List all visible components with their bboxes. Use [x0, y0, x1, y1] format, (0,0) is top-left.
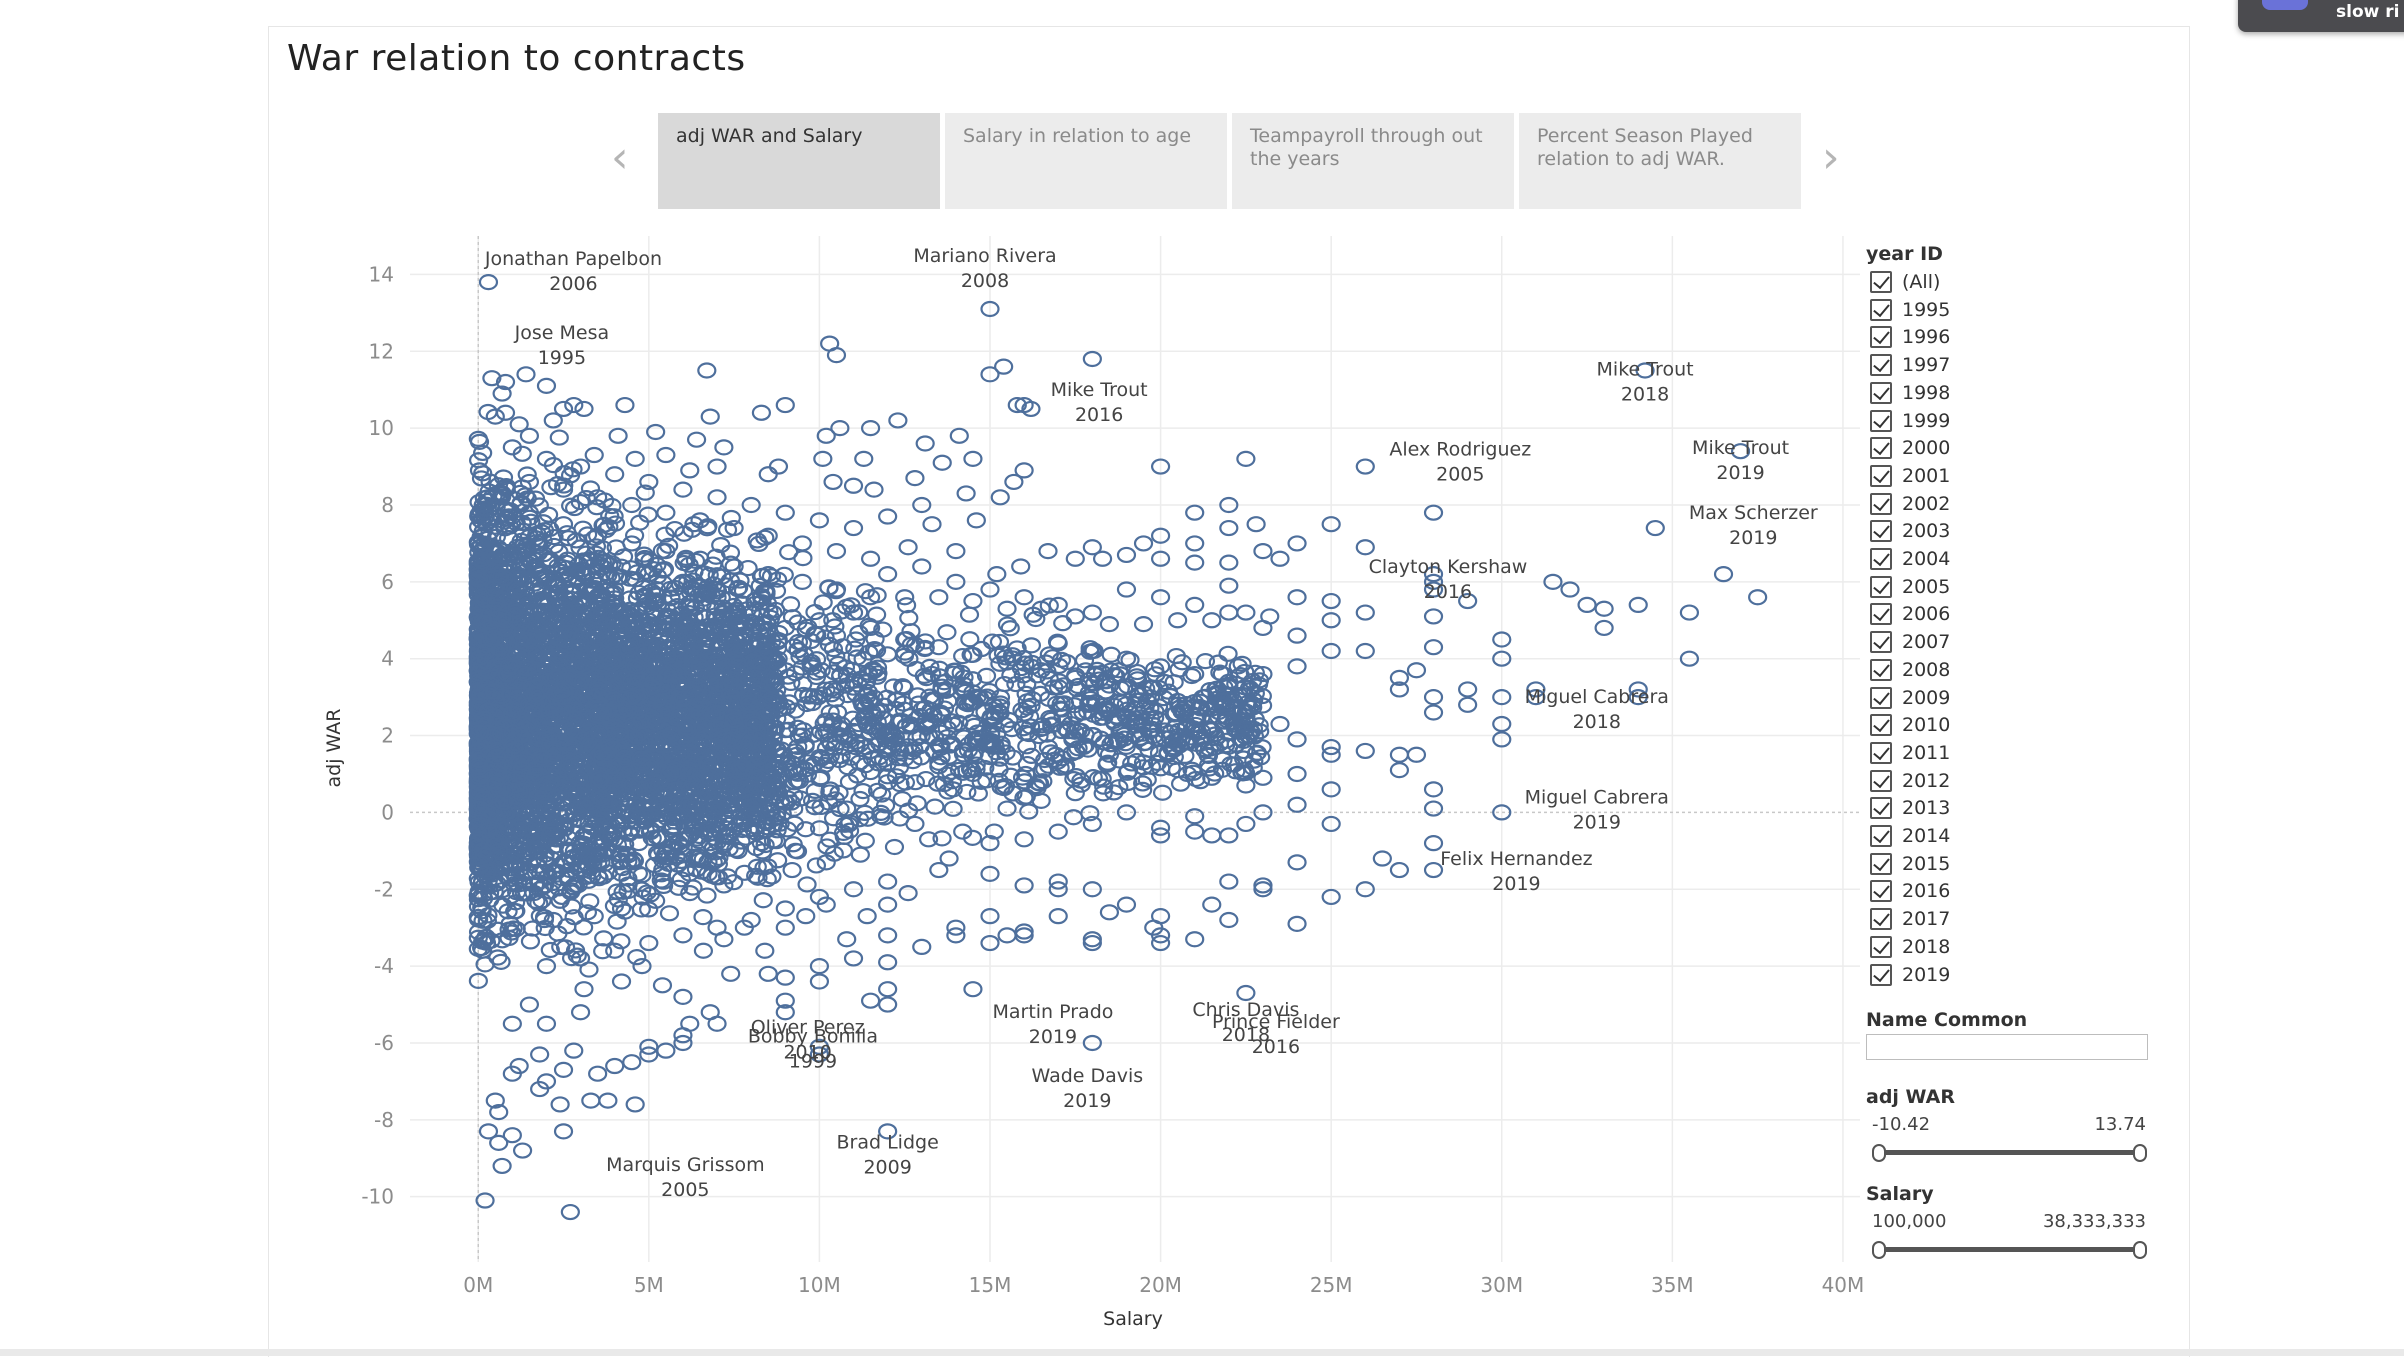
x-tick-label: 20M [1139, 1273, 1182, 1297]
data-point [489, 950, 506, 964]
x-tick-label: 15M [969, 1273, 1012, 1297]
y-tick-label: 8 [381, 493, 394, 517]
data-point [961, 632, 978, 646]
x-tick-label: 10M [798, 1273, 841, 1297]
data-point [1002, 621, 1019, 635]
data-point [938, 625, 955, 639]
y-tick-label: 2 [381, 724, 394, 748]
y-tick-label: 4 [381, 647, 394, 671]
data-point [1065, 810, 1082, 824]
y-tick-label: -4 [374, 954, 394, 978]
data-point [477, 957, 494, 971]
y-tick-label: 14 [369, 262, 394, 286]
data-point [926, 800, 943, 814]
data-point [661, 906, 678, 920]
x-tick-label: 0M [463, 1273, 493, 1297]
x-tick-label: 25M [1310, 1273, 1353, 1297]
x-tick-label: 5M [634, 1273, 664, 1297]
y-tick-label: -8 [374, 1108, 394, 1132]
data-point [524, 922, 541, 936]
x-tick-label: 30M [1480, 1273, 1523, 1297]
data-point [1154, 786, 1171, 800]
x-tick-label: 35M [1651, 1273, 1694, 1297]
x-tick-label: 40M [1822, 1273, 1865, 1297]
data-point [808, 858, 825, 872]
y-tick-label: -6 [374, 1031, 394, 1055]
data-point [857, 834, 874, 848]
y-tick-label: -2 [374, 877, 394, 901]
data-point [471, 463, 488, 477]
data-point [815, 595, 832, 609]
y-tick-label: 6 [381, 570, 394, 594]
data-point [575, 920, 592, 934]
data-point [609, 915, 626, 929]
data-point [551, 431, 568, 445]
y-tick-label: 10 [369, 416, 394, 440]
y-tick-label: 0 [381, 800, 394, 824]
y-tick-label: 12 [369, 339, 394, 363]
data-point [522, 934, 539, 948]
data-point [542, 943, 559, 957]
data-point [695, 910, 712, 924]
data-point [628, 950, 645, 964]
y-tick-label: -10 [361, 1185, 394, 1209]
